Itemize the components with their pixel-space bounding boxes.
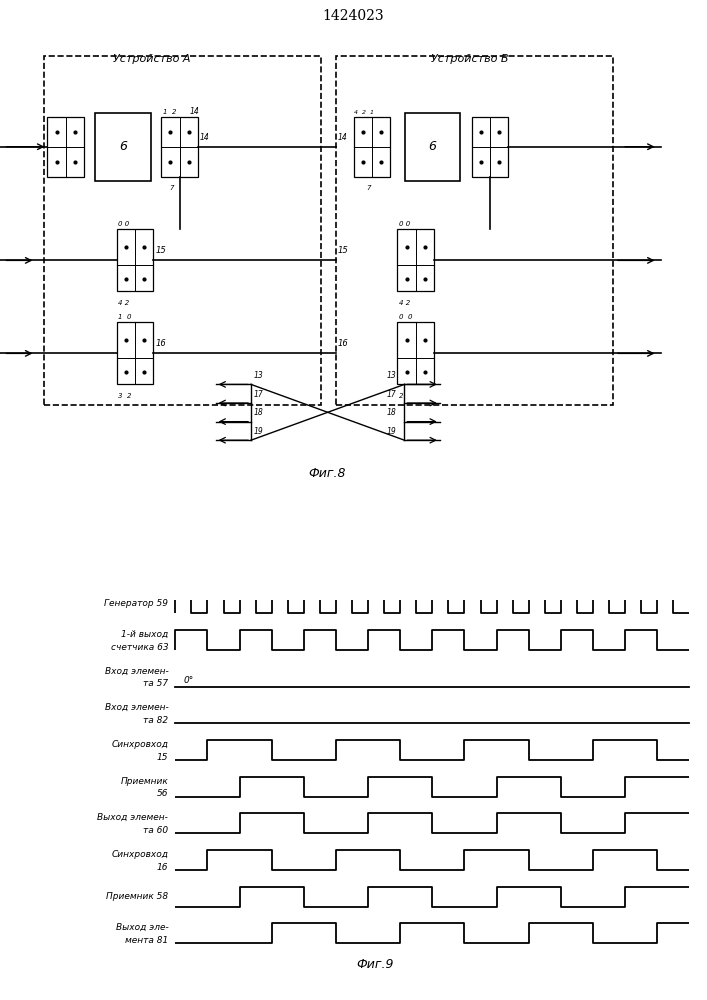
Text: счетчика 63: счетчика 63 — [110, 643, 168, 652]
Text: мента 81: мента 81 — [125, 936, 168, 945]
Text: 13: 13 — [387, 371, 397, 380]
Text: 16: 16 — [156, 339, 166, 348]
Text: 17: 17 — [254, 390, 264, 399]
Text: та 82: та 82 — [143, 716, 168, 725]
Text: 0 0: 0 0 — [118, 221, 129, 227]
Text: Устройство А: Устройство А — [113, 54, 191, 64]
Text: Выход элемен-: Выход элемен- — [98, 813, 168, 822]
Text: 7: 7 — [366, 185, 370, 191]
Bar — [47, 117, 84, 177]
Bar — [472, 117, 508, 177]
Text: 14: 14 — [189, 107, 199, 116]
Bar — [397, 322, 434, 384]
Text: 4  2  1: 4 2 1 — [354, 110, 374, 115]
Text: 0°: 0° — [184, 676, 194, 685]
Bar — [95, 113, 151, 181]
Text: Фиг.9: Фиг.9 — [356, 958, 394, 970]
Text: 16: 16 — [157, 862, 168, 872]
Text: та 57: та 57 — [143, 679, 168, 688]
Bar — [161, 117, 198, 177]
Text: 4 2: 4 2 — [399, 300, 410, 306]
Text: 56: 56 — [157, 789, 168, 798]
Bar — [117, 229, 153, 291]
Text: 17: 17 — [387, 390, 397, 399]
Bar — [117, 322, 153, 384]
Text: 13: 13 — [254, 371, 264, 380]
Bar — [397, 229, 434, 291]
Text: 6: 6 — [428, 140, 437, 153]
Text: 1424023: 1424023 — [322, 9, 385, 23]
Text: 7: 7 — [169, 185, 173, 191]
Text: 16: 16 — [337, 339, 348, 348]
Text: 18: 18 — [387, 408, 397, 417]
Text: 3  2: 3 2 — [118, 393, 132, 399]
Text: 1  0: 1 0 — [118, 314, 132, 320]
Text: 1-й выход: 1-й выход — [121, 630, 168, 639]
Text: 15: 15 — [156, 246, 166, 255]
Text: 4 2: 4 2 — [118, 300, 129, 306]
Text: 1  2: 1 2 — [163, 109, 176, 115]
Text: 19: 19 — [254, 427, 264, 436]
Text: Синхровход: Синхровход — [111, 850, 168, 859]
Text: Генератор 59: Генератор 59 — [104, 599, 168, 608]
Bar — [354, 117, 390, 177]
Text: 2: 2 — [399, 393, 403, 399]
Text: Выход эле-: Выход эле- — [115, 923, 168, 932]
Text: 0  0: 0 0 — [399, 314, 412, 320]
Text: Приемник: Приемник — [120, 777, 168, 786]
Text: Приемник 58: Приемник 58 — [106, 892, 168, 901]
Text: Фиг.8: Фиг.8 — [308, 467, 346, 480]
Text: Устройство В: Устройство В — [431, 54, 509, 64]
Text: 18: 18 — [254, 408, 264, 417]
Bar — [336, 56, 613, 405]
Bar — [44, 56, 321, 405]
Text: Вход элемен-: Вход элемен- — [105, 703, 168, 712]
Text: 14: 14 — [200, 132, 210, 141]
Text: 15: 15 — [157, 753, 168, 762]
Text: 15: 15 — [337, 246, 348, 255]
Text: та 60: та 60 — [143, 826, 168, 835]
Bar — [405, 113, 460, 181]
Text: 6: 6 — [119, 140, 127, 153]
Text: 19: 19 — [387, 427, 397, 436]
Text: Вход элемен-: Вход элемен- — [105, 667, 168, 676]
Text: 14: 14 — [337, 132, 347, 141]
Text: 0 0: 0 0 — [399, 221, 410, 227]
Text: Синхровход: Синхровход — [111, 740, 168, 749]
